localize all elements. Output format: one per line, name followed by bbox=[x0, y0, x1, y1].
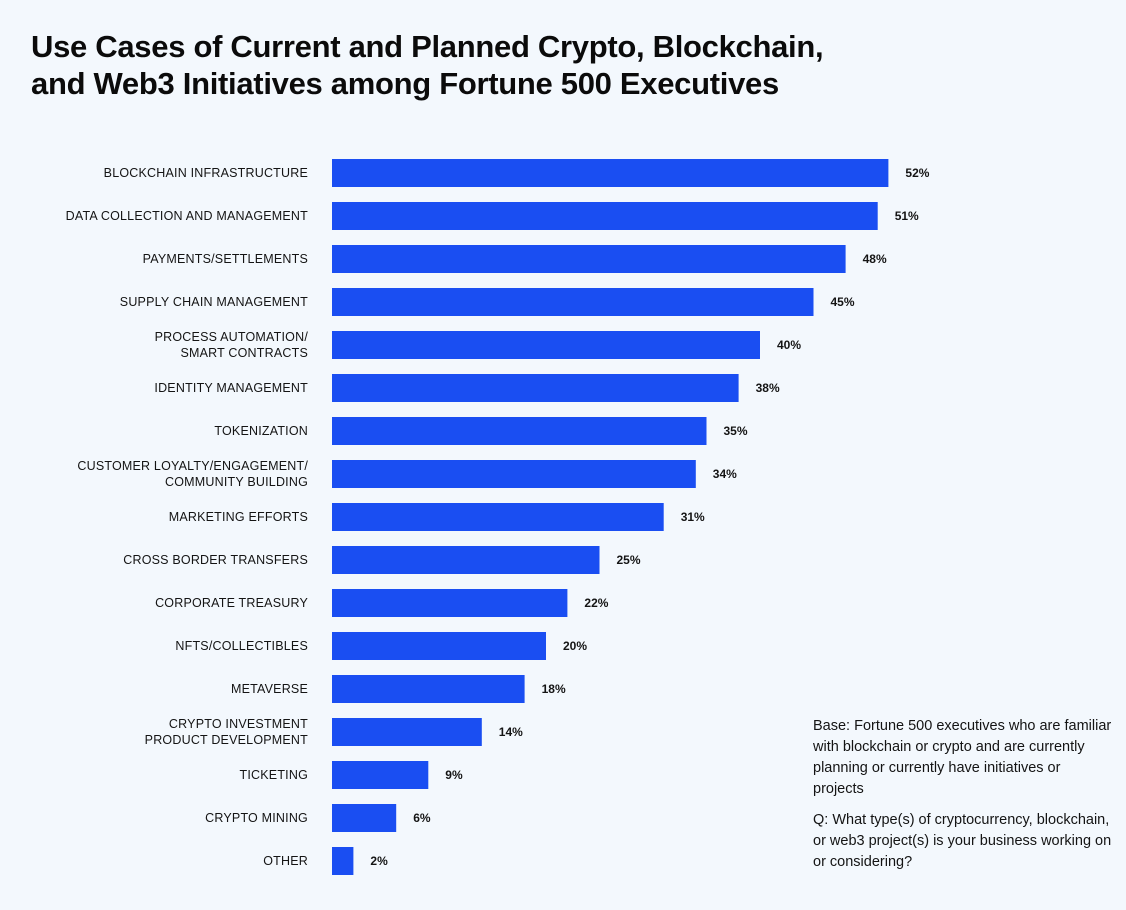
category-label-9: CROSS BORDER TRANSFERS bbox=[123, 553, 308, 567]
category-label-1: DATA COLLECTION AND MANAGEMENT bbox=[66, 209, 309, 223]
value-label-5: 38% bbox=[756, 381, 780, 395]
value-label-6: 35% bbox=[724, 424, 748, 438]
value-label-14: 9% bbox=[445, 768, 463, 782]
bar-10 bbox=[332, 589, 568, 617]
bar-1 bbox=[332, 202, 878, 230]
category-label-13-1: PRODUCT DEVELOPMENT bbox=[145, 733, 308, 747]
value-label-7: 34% bbox=[713, 467, 737, 481]
chart-title: Use Cases of Current and Planned Crypto,… bbox=[31, 28, 1031, 102]
value-label-1: 51% bbox=[895, 209, 919, 223]
category-label-11: NFTS/COLLECTIBLES bbox=[175, 639, 308, 653]
category-label-12: METAVERSE bbox=[231, 682, 308, 696]
value-label-15: 6% bbox=[413, 811, 431, 825]
category-label-0: BLOCKCHAIN INFRASTRUCTURE bbox=[104, 166, 308, 180]
category-label-3: SUPPLY CHAIN MANAGEMENT bbox=[120, 295, 308, 309]
value-label-8: 31% bbox=[681, 510, 705, 524]
category-label-14: TICKETING bbox=[240, 768, 308, 782]
value-label-12: 18% bbox=[542, 682, 566, 696]
value-label-3: 45% bbox=[831, 295, 855, 309]
value-label-4: 40% bbox=[777, 338, 801, 352]
bar-7 bbox=[332, 460, 696, 488]
bar-2 bbox=[332, 245, 846, 273]
chart-title-line-1: Use Cases of Current and Planned Crypto,… bbox=[31, 29, 824, 64]
value-label-10: 22% bbox=[584, 596, 608, 610]
category-label-6: TOKENIZATION bbox=[214, 424, 308, 438]
bar-13 bbox=[332, 718, 482, 746]
value-label-11: 20% bbox=[563, 639, 587, 653]
category-label-7-1: COMMUNITY BUILDING bbox=[165, 475, 308, 489]
category-label-7-0: CUSTOMER LOYALTY/ENGAGEMENT/ bbox=[77, 459, 308, 473]
base-note: Base: Fortune 500 executives who are fam… bbox=[813, 718, 1112, 797]
category-label-2: PAYMENTS/SETTLEMENTS bbox=[143, 252, 308, 266]
chart-title-line-2: and Web3 Initiatives among Fortune 500 E… bbox=[31, 66, 779, 101]
question-note: Q: What type(s) of cryptocurrency, block… bbox=[813, 812, 1112, 870]
value-label-0: 52% bbox=[905, 166, 929, 180]
value-label-2: 48% bbox=[863, 252, 887, 266]
bar-4 bbox=[332, 331, 760, 359]
category-label-10: CORPORATE TREASURY bbox=[155, 596, 308, 610]
category-label-8: MARKETING EFFORTS bbox=[169, 510, 308, 524]
bar-6 bbox=[332, 417, 707, 445]
bar-11 bbox=[332, 632, 546, 660]
bar-14 bbox=[332, 761, 429, 789]
chart-notes: Base: Fortune 500 executives who are fam… bbox=[813, 716, 1113, 883]
category-label-4-1: SMART CONTRACTS bbox=[180, 346, 308, 360]
value-label-16: 2% bbox=[370, 854, 388, 868]
bar-15 bbox=[332, 804, 397, 832]
bar-16 bbox=[332, 847, 354, 875]
value-label-13: 14% bbox=[499, 725, 523, 739]
bar-9 bbox=[332, 546, 600, 574]
bar-8 bbox=[332, 503, 664, 531]
bar-0 bbox=[332, 159, 889, 187]
value-label-9: 25% bbox=[617, 553, 641, 567]
bar-12 bbox=[332, 675, 525, 703]
category-label-4-0: PROCESS AUTOMATION/ bbox=[155, 330, 309, 344]
category-label-5: IDENTITY MANAGEMENT bbox=[154, 381, 308, 395]
bar-5 bbox=[332, 374, 739, 402]
category-label-15: CRYPTO MINING bbox=[205, 811, 308, 825]
bar-3 bbox=[332, 288, 814, 316]
category-label-13-0: CRYPTO INVESTMENT bbox=[169, 717, 308, 731]
category-label-16: OTHER bbox=[263, 854, 308, 868]
